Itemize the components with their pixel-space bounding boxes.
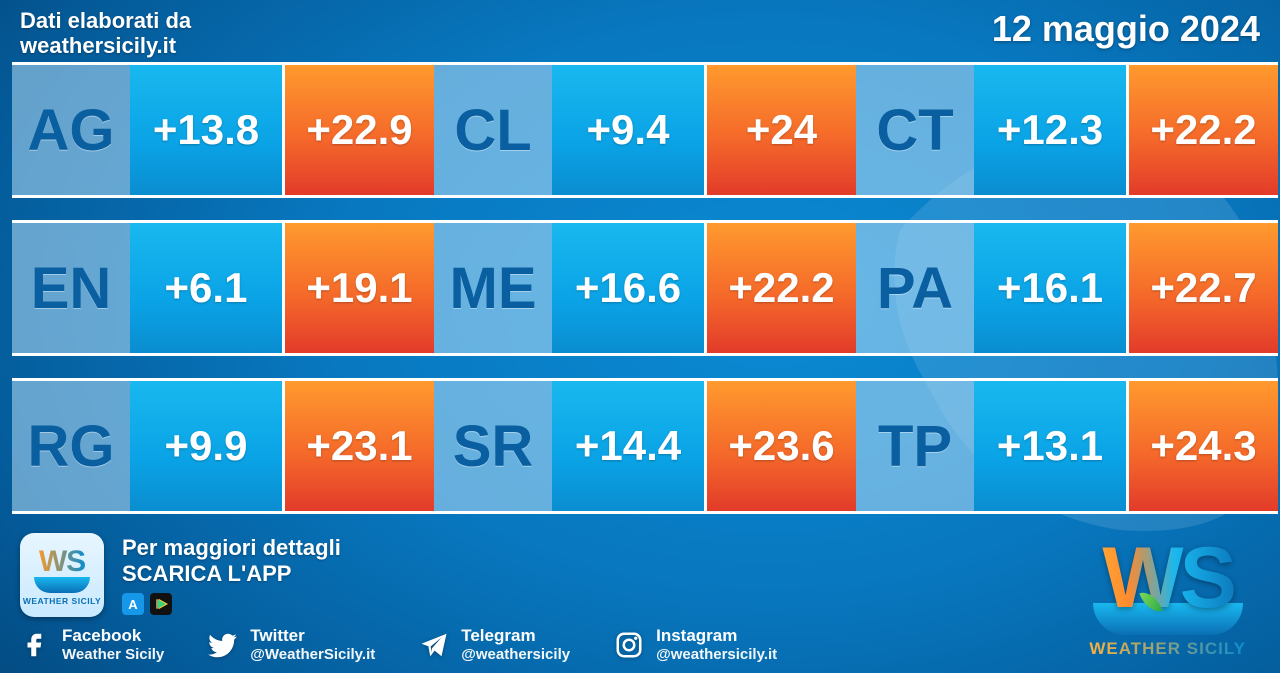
temp-low: +12.3 <box>974 62 1126 198</box>
province-code: CL <box>434 62 552 198</box>
social-handle: @weathersicily <box>461 646 570 663</box>
temp-high: +19.1 <box>282 220 434 356</box>
grid-row: AG +13.8 +22.9 CL +9.4 +24 CT +12.3 +22.… <box>12 62 1268 198</box>
province-group: PA +16.1 +22.7 <box>856 220 1278 356</box>
social-handle: Weather Sicily <box>62 646 164 663</box>
appstore-icon: A <box>122 593 144 615</box>
app-badge-sub: WEATHER SICILY <box>23 596 101 606</box>
province-code: AG <box>12 62 130 198</box>
date: 12 maggio 2024 <box>992 8 1260 50</box>
province-group: CL +9.4 +24 <box>434 62 856 198</box>
social-telegram: Telegram @weathersicily <box>419 626 570 663</box>
brand-logo: WS WEATHER SICILY <box>1089 542 1246 659</box>
brand-subtitle: WEATHER SICILY <box>1089 639 1246 659</box>
social-name: Telegram <box>461 626 570 646</box>
telegram-icon <box>419 630 449 660</box>
temp-high: +22.9 <box>282 62 434 198</box>
province-code: ME <box>434 220 552 356</box>
header: Dati elaborati da weathersicily.it 12 ma… <box>0 0 1280 62</box>
app-line1: Per maggiori dettagli <box>122 535 341 561</box>
temp-high: +22.2 <box>704 220 856 356</box>
temp-high: +24 <box>704 62 856 198</box>
temp-low: +14.4 <box>552 378 704 514</box>
playstore-icon <box>150 593 172 615</box>
source-credit: Dati elaborati da weathersicily.it <box>20 8 191 59</box>
temp-low: +9.9 <box>130 378 282 514</box>
footer: WS WEATHER SICILY Per maggiori dettagli … <box>0 533 1280 673</box>
temp-high: +22.2 <box>1126 62 1278 198</box>
weather-infographic: Dati elaborati da weathersicily.it 12 ma… <box>0 0 1280 673</box>
social-text: Twitter @WeatherSicily.it <box>250 626 375 663</box>
source-line1: Dati elaborati da <box>20 8 191 33</box>
province-group: ME +16.6 +22.2 <box>434 220 856 356</box>
province-code: EN <box>12 220 130 356</box>
province-group: TP +13.1 +24.3 <box>856 378 1278 514</box>
province-group: EN +6.1 +19.1 <box>12 220 434 356</box>
social-text: Instagram @weathersicily.it <box>656 626 777 663</box>
social-text: Telegram @weathersicily <box>461 626 570 663</box>
province-group: SR +14.4 +23.6 <box>434 378 856 514</box>
temperature-grid: AG +13.8 +22.9 CL +9.4 +24 CT +12.3 +22.… <box>12 62 1268 536</box>
province-code: RG <box>12 378 130 514</box>
social-name: Twitter <box>250 626 375 646</box>
province-code: CT <box>856 62 974 198</box>
social-facebook: Facebook Weather Sicily <box>20 626 164 663</box>
temp-low: +6.1 <box>130 220 282 356</box>
grid-row: EN +6.1 +19.1 ME +16.6 +22.2 PA +16.1 +2… <box>12 220 1268 356</box>
temp-low: +13.8 <box>130 62 282 198</box>
wave-icon <box>34 577 90 593</box>
app-line2: SCARICA L'APP <box>122 561 341 587</box>
store-icons: A <box>122 593 341 615</box>
temp-high: +24.3 <box>1126 378 1278 514</box>
province-code: SR <box>434 378 552 514</box>
temp-high: +22.7 <box>1126 220 1278 356</box>
brand-logo-text: WS <box>1089 542 1246 615</box>
twitter-icon <box>208 630 238 660</box>
source-line2: weathersicily.it <box>20 33 191 58</box>
social-twitter: Twitter @WeatherSicily.it <box>208 626 375 663</box>
social-handle: @weathersicily.it <box>656 646 777 663</box>
social-handle: @WeatherSicily.it <box>250 646 375 663</box>
grid-row: RG +9.9 +23.1 SR +14.4 +23.6 TP +13.1 +2… <box>12 378 1268 514</box>
province-group: RG +9.9 +23.1 <box>12 378 434 514</box>
temp-low: +16.1 <box>974 220 1126 356</box>
social-name: Facebook <box>62 626 164 646</box>
facebook-icon <box>20 630 50 660</box>
app-badge-icon: WS WEATHER SICILY <box>20 533 104 617</box>
social-name: Instagram <box>656 626 777 646</box>
social-instagram: Instagram @weathersicily.it <box>614 626 777 663</box>
app-badge-text: WS <box>39 545 85 579</box>
temp-high: +23.6 <box>704 378 856 514</box>
app-download: WS WEATHER SICILY Per maggiori dettagli … <box>20 533 341 617</box>
province-group: CT +12.3 +22.2 <box>856 62 1278 198</box>
temp-low: +9.4 <box>552 62 704 198</box>
temp-high: +23.1 <box>282 378 434 514</box>
instagram-icon <box>614 630 644 660</box>
province-code: TP <box>856 378 974 514</box>
social-links: Facebook Weather Sicily Twitter @Weather… <box>20 626 777 663</box>
temp-low: +16.6 <box>552 220 704 356</box>
temp-low: +13.1 <box>974 378 1126 514</box>
province-group: AG +13.8 +22.9 <box>12 62 434 198</box>
app-text: Per maggiori dettagli SCARICA L'APP A <box>122 535 341 615</box>
province-code: PA <box>856 220 974 356</box>
social-text: Facebook Weather Sicily <box>62 626 164 663</box>
